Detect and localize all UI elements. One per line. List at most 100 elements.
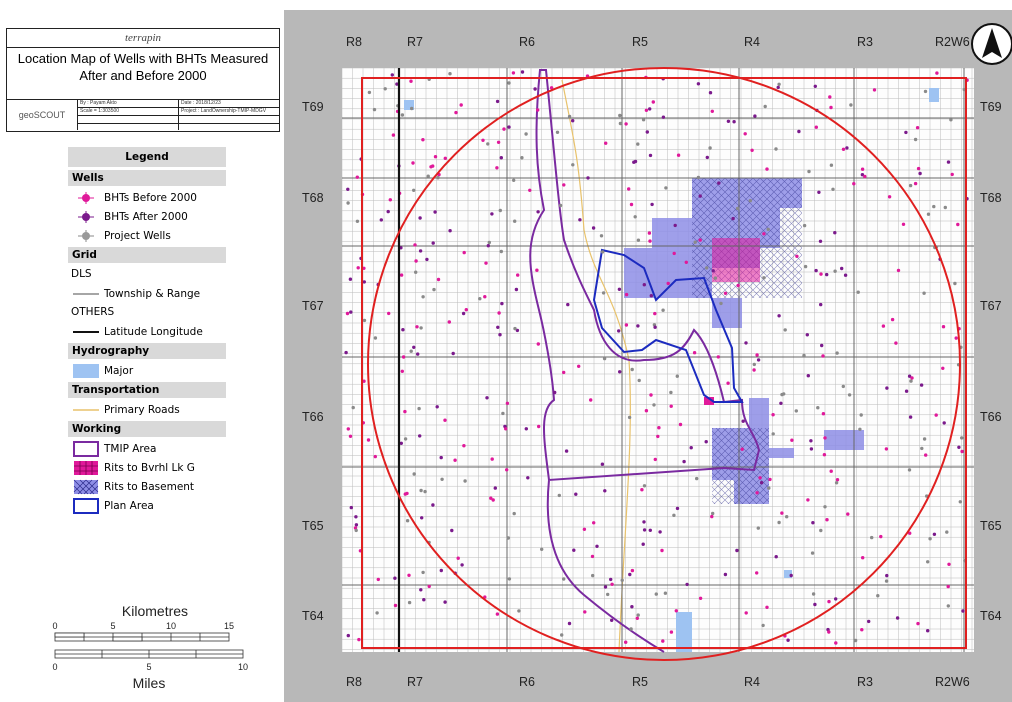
- well-marker: [666, 281, 670, 286]
- map-canvas[interactable]: R8 R7 R6 R5 R4 R3 R2W6 R8 R7 R6 R5 R4 R3 R2W6 T69 T68…: [284, 10, 1012, 702]
- well-marker: [845, 146, 849, 150]
- well-marker: [491, 498, 495, 502]
- well-marker: [859, 413, 863, 417]
- well-marker: [630, 605, 634, 609]
- well-marker: [818, 239, 823, 243]
- well-marker: [463, 479, 467, 483]
- well-marker: [498, 208, 502, 213]
- well-marker: [564, 449, 569, 453]
- well-marker: [711, 511, 715, 516]
- range-label: R2W6: [935, 675, 970, 689]
- legend-label: Plan Area: [104, 499, 154, 512]
- well-purple-icon: [68, 207, 104, 226]
- well-marker: [346, 201, 350, 205]
- legend-label: BHTs Before 2000: [104, 191, 197, 204]
- well-marker: [629, 627, 633, 631]
- well-marker: [663, 591, 668, 595]
- well-marker: [633, 215, 637, 219]
- well-marker: [536, 108, 540, 112]
- well-marker: [908, 183, 913, 188]
- well-marker: [896, 268, 901, 273]
- well-marker: [822, 453, 827, 457]
- well-marker: [572, 548, 576, 552]
- well-marker: [656, 434, 660, 439]
- well-marker: [858, 427, 862, 431]
- range-labels-top: R8 R7 R6 R5 R4 R3 R2W6: [346, 35, 970, 49]
- well-marker: [403, 437, 408, 441]
- well-marker: [752, 368, 756, 372]
- well-marker: [344, 350, 348, 355]
- well-marker: [650, 202, 654, 207]
- township-label: T64: [302, 609, 324, 623]
- well-marker: [768, 477, 772, 482]
- well-marker: [648, 153, 653, 158]
- well-marker: [823, 505, 827, 509]
- well-marker: [661, 115, 666, 119]
- well-marker: [418, 216, 422, 220]
- well-marker: [907, 374, 912, 378]
- well-marker: [692, 351, 697, 355]
- well-marker: [439, 455, 443, 460]
- well-marker: [841, 384, 845, 389]
- well-marker: [456, 556, 460, 560]
- well-marker: [418, 434, 422, 438]
- well-marker: [752, 362, 756, 367]
- legend-section-wells: Wells: [68, 170, 226, 186]
- well-marker: [642, 484, 647, 488]
- well-marker: [629, 202, 634, 207]
- well-marker: [678, 422, 683, 427]
- well-marker: [373, 336, 378, 340]
- well-marker: [819, 528, 823, 533]
- well-marker: [935, 71, 939, 75]
- legend-label: Project Wells: [104, 229, 171, 242]
- well-marker: [660, 548, 664, 553]
- well-marker: [816, 406, 820, 410]
- well-marker: [562, 183, 566, 187]
- well-marker: [657, 426, 661, 430]
- basement-hatch: [712, 428, 769, 504]
- well-marker: [710, 109, 714, 114]
- well-marker: [421, 295, 425, 299]
- map-panel[interactable]: R8 R7 R6 R5 R4 R3 R2W6 R8 R7 R6 R5 R4 R3 R2W6 T69 T68…: [284, 10, 1012, 702]
- well-marker: [362, 379, 366, 383]
- well-marker: [555, 130, 560, 134]
- well-marker: [726, 119, 731, 124]
- well-marker: [913, 181, 918, 186]
- well-marker: [957, 445, 961, 449]
- range-label: R7: [407, 675, 423, 689]
- well-marker: [348, 277, 353, 281]
- well-marker: [649, 294, 653, 298]
- well-marker: [395, 82, 399, 86]
- well-marker: [776, 85, 780, 90]
- well-marker: [814, 125, 818, 129]
- well-marker: [583, 610, 587, 614]
- well-marker: [860, 628, 864, 632]
- km-tick-label: 0: [52, 621, 57, 631]
- well-marker: [704, 440, 708, 444]
- well-marker: [755, 571, 759, 575]
- well-marker: [417, 406, 421, 411]
- well-marker: [499, 249, 503, 254]
- well-marker: [698, 194, 702, 198]
- well-marker: [698, 238, 702, 242]
- well-marker: [433, 210, 437, 214]
- well-marker: [922, 437, 927, 441]
- well-marker: [885, 573, 889, 578]
- well-marker: [819, 272, 823, 276]
- range-label: R4: [744, 675, 760, 689]
- well-marker: [847, 393, 852, 397]
- well-marker: [819, 302, 823, 307]
- well-marker: [478, 297, 482, 301]
- well-marker: [349, 505, 353, 510]
- study-boundary-square: [361, 77, 967, 649]
- well-marker: [420, 516, 424, 520]
- well-marker: [919, 383, 924, 387]
- well-marker: [879, 534, 883, 539]
- range-label: R6: [519, 675, 535, 689]
- well-marker: [515, 328, 520, 333]
- plan-area-outline: [592, 248, 744, 403]
- well-marker: [535, 268, 539, 272]
- well-marker: [524, 427, 528, 431]
- well-marker: [961, 609, 965, 613]
- well-marker: [946, 604, 950, 608]
